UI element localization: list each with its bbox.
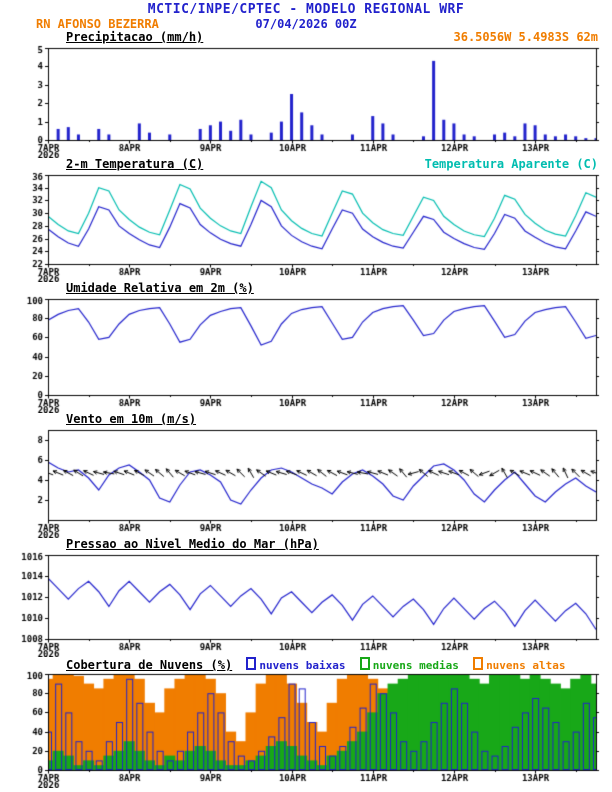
panel-wind: Vento em 10m (m/s): [0, 413, 612, 538]
low-clouds-swatch-icon: [246, 657, 257, 670]
legend-nuvens-medias: nuvens medias: [359, 657, 459, 672]
station-name: RN AFONSO BEZERRA: [36, 17, 159, 31]
legend-nuvens-altas: nuvens altas: [473, 657, 566, 672]
station-coordinates: 36.5056W 5.4983S 62m: [453, 30, 599, 44]
panel-title-row: Umidade Relativa em 2m (%): [0, 282, 612, 295]
mid-clouds-swatch-icon: [359, 657, 370, 670]
panel-title-humidity: Umidade Relativa em 2m (%): [66, 281, 254, 295]
panel-title-row: Pressao ao Nivel Medio do Mar (hPa): [0, 538, 612, 551]
panel-title-row: Precipitacao (mm/h) 36.5056W 5.4983S 62m: [0, 31, 612, 44]
wind-chart: [0, 426, 612, 538]
panel-title-pressure: Pressao ao Nivel Medio do Mar (hPa): [66, 537, 319, 551]
panel-humidity: Umidade Relativa em 2m (%): [0, 282, 612, 413]
temperature-chart: [0, 171, 612, 282]
high-clouds-swatch-icon: [473, 657, 484, 670]
panel-pressure: Pressao ao Nivel Medio do Mar (hPa): [0, 538, 612, 657]
cloud-cover-chart: [0, 670, 612, 788]
header-row: RN AFONSO BEZERRA 07/04/2026 00Z: [0, 17, 612, 31]
panel-title-temperature: 2-m Temperatura (C): [66, 157, 204, 171]
panel-title-wind: Vento em 10m (m/s): [66, 412, 197, 426]
precipitation-chart: [0, 44, 612, 158]
panel-title-cloud-cover: Cobertura de Nuvens (%): [66, 658, 233, 672]
apparent-temperature-label: Temperatura Aparente (C): [424, 157, 598, 171]
legend-nuvens-baixas: nuvens baixas: [246, 657, 346, 672]
run-datetime: 07/04/2026 00Z: [255, 17, 357, 31]
panel-temperature: 2-m Temperatura (C) Temperatura Aparente…: [0, 158, 612, 282]
panel-cloud-cover: Cobertura de Nuvens (%) nuvens baixas nu…: [0, 657, 612, 788]
panel-title-precipitation: Precipitacao (mm/h): [66, 30, 204, 44]
model-title: MCTIC/INPE/CPTEC - MODELO REGIONAL WRF: [147, 2, 465, 17]
panel-title-row: Vento em 10m (m/s): [0, 413, 612, 426]
panel-title-row: 2-m Temperatura (C) Temperatura Aparente…: [0, 158, 612, 171]
legend-label-baixas: nuvens baixas: [259, 659, 346, 672]
panel-precipitation: Precipitacao (mm/h) 36.5056W 5.4983S 62m: [0, 31, 612, 158]
pressure-chart: [0, 551, 612, 657]
panel-title-row: Cobertura de Nuvens (%) nuvens baixas nu…: [0, 657, 612, 672]
humidity-chart: [0, 295, 612, 413]
legend-label-medias: nuvens medias: [372, 659, 459, 672]
legend-label-altas: nuvens altas: [486, 659, 566, 672]
